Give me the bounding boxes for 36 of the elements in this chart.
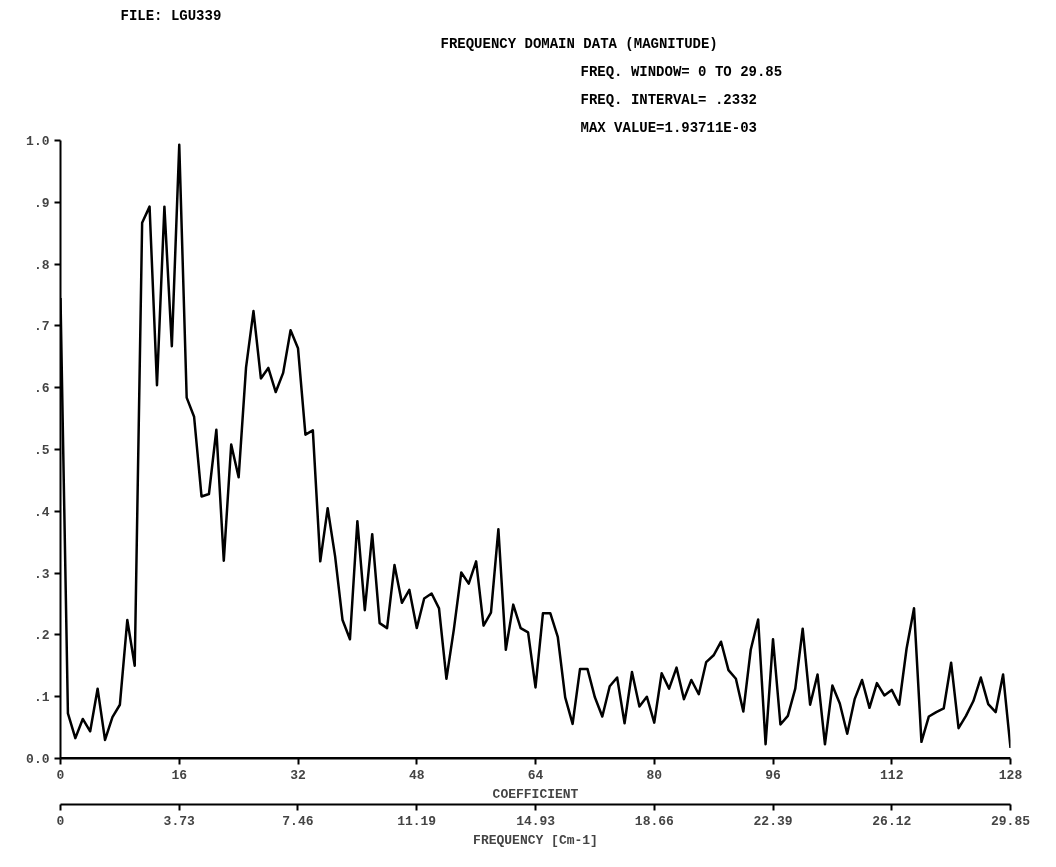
x-tick-label: 16 [171, 767, 188, 783]
x2-tick-label: 7.46 [282, 813, 314, 829]
x2-tick-label: 29.85 [991, 813, 1031, 829]
y-tick-label: .1 [33, 690, 50, 706]
x-tick-label: 64 [527, 767, 544, 783]
text: MAX VALUE=1.93711E-03 [580, 119, 757, 136]
y-tick-label: .7 [33, 319, 50, 335]
text: FILE: LGU339 [120, 7, 222, 24]
x2-axis-title: FREQUENCY [Cm-1] [473, 832, 598, 848]
x-tick-label: 112 [880, 767, 904, 783]
y-tick-label: .5 [33, 443, 50, 458]
y-tick-label: .8 [33, 257, 50, 273]
x2-tick-label: 14.93 [516, 813, 556, 829]
x2-tick-label: 18.66 [634, 813, 675, 829]
y-tick-label: .9 [33, 195, 50, 211]
x-tick-label: 32 [290, 767, 306, 783]
y-tick-label: .3 [33, 566, 50, 582]
x2-tick-label: 22.39 [753, 813, 793, 829]
chart-title: FREQUENCY DOMAIN DATA (MAGNITUDE) [440, 35, 718, 52]
x-tick-label: 128 [998, 767, 1023, 783]
x-tick-label: 0 [56, 767, 65, 783]
x2-tick-label: 11.19 [397, 813, 437, 829]
y-tick-label: .6 [33, 381, 50, 397]
text: FREQ. INTERVAL= .2332 [580, 91, 757, 108]
x2-tick-label: 26.12 [872, 813, 912, 829]
x-tick-label: 96 [765, 767, 781, 783]
x-tick-label: 48 [408, 767, 425, 783]
y-tick-label: .2 [33, 628, 50, 644]
x2-tick-label: 0 [56, 813, 65, 829]
y-tick-label: 0.0 [26, 752, 50, 767]
x-tick-label: 80 [646, 767, 663, 783]
x2-tick-label: 3.73 [163, 813, 196, 829]
y-tick-label: .4 [33, 504, 50, 520]
y-tick-label: 1.0 [26, 134, 50, 149]
x-axis-title: COEFFICIENT [492, 786, 579, 802]
text: FREQ. WINDOW= 0 TO 29.85 [580, 63, 783, 80]
